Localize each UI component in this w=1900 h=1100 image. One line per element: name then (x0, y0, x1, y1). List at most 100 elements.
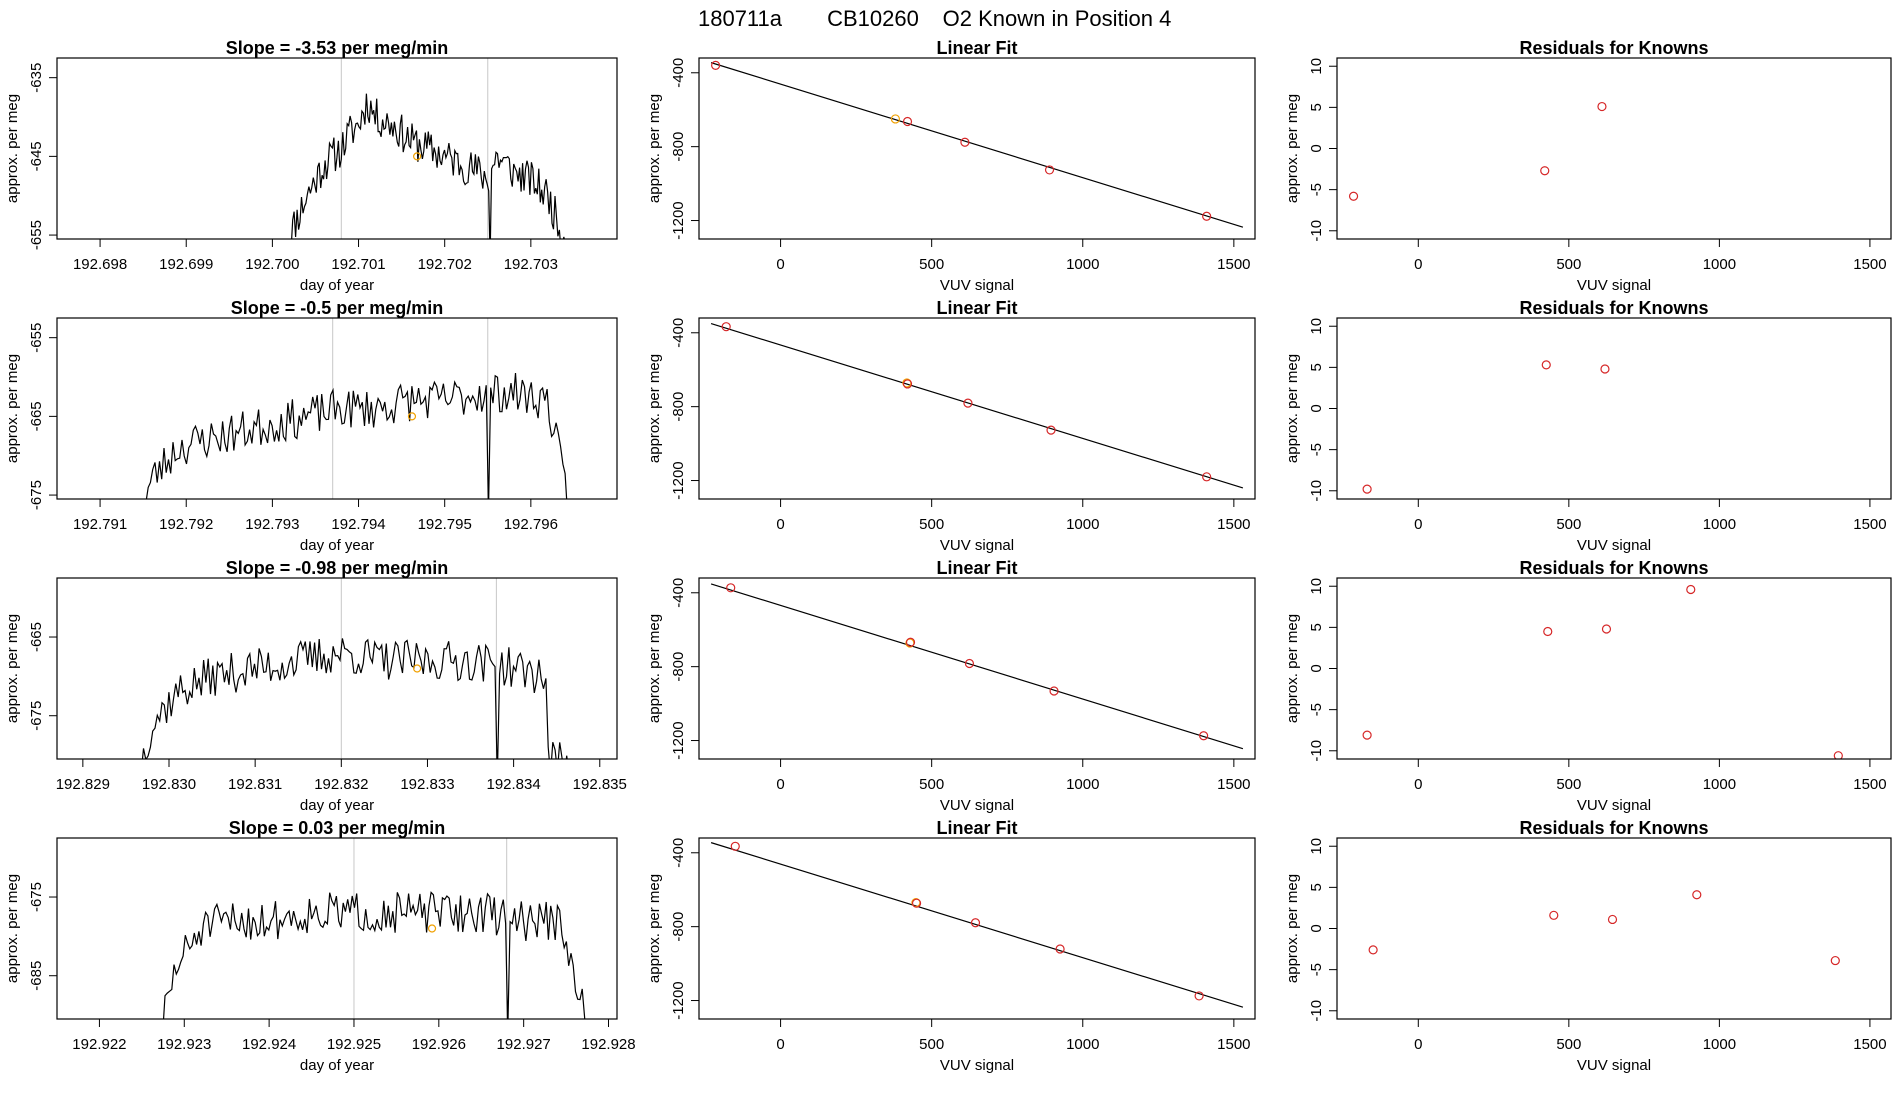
panel-title: Linear Fit (936, 298, 1017, 318)
panel-r2-c0: Slope = -0.98 per meg/min day of year appr… (4, 558, 627, 814)
x-axis-label: VUV signal (940, 797, 1014, 814)
y-tick-label: -1200 (670, 461, 687, 499)
x-axis-label: VUV signal (1577, 537, 1651, 554)
x-tick-label: 192.829 (56, 776, 110, 793)
panel-title: Slope = -0.5 per meg/min (231, 298, 444, 318)
y-tick-label: -5 (1308, 963, 1325, 976)
panel-title: Residuals for Knowns (1519, 38, 1708, 58)
panel-title: Slope = -0.98 per meg/min (226, 558, 449, 578)
data-point (1830, 955, 1840, 966)
y-tick-label: 5 (1308, 103, 1325, 111)
x-tick-label: 500 (919, 776, 944, 793)
data-point (911, 898, 922, 908)
panel-title: Residuals for Knowns (1519, 818, 1708, 838)
plot-area (145, 318, 568, 499)
highlight-point (413, 152, 422, 161)
y-tick-label: -655 (28, 220, 45, 250)
data-point (1543, 626, 1553, 637)
y-tick-label: -10 (1308, 1000, 1325, 1022)
data-point (1368, 945, 1378, 955)
plot-frame (698, 837, 1256, 1020)
panel-title: Slope = -3.53 per meg/min (226, 38, 449, 58)
x-axis-label: VUV signal (1577, 797, 1651, 814)
plot-frame (56, 317, 618, 500)
x-tick-label: 192.793 (245, 516, 299, 533)
plot-area (291, 58, 565, 239)
y-axis-label: approx. per meg (1284, 94, 1301, 203)
x-tick-label: 192.698 (73, 256, 127, 273)
highlight-point (413, 664, 422, 673)
x-axis-label: VUV signal (1577, 1057, 1651, 1074)
y-tick-label: -635 (28, 63, 45, 93)
x-axis-label: VUV signal (940, 537, 1014, 554)
y-tick-label: 0 (1308, 404, 1325, 412)
y-tick-label: -5 (1308, 703, 1325, 716)
x-tick-label: 192.924 (242, 1036, 296, 1053)
data-point (1202, 472, 1212, 482)
data-point (1055, 944, 1065, 954)
y-tick-label: 10 (1308, 318, 1325, 335)
x-tick-label: 0 (1414, 1036, 1422, 1053)
panel-title: Residuals for Knowns (1519, 298, 1708, 318)
panel-title: Slope = 0.03 per meg/min (229, 818, 446, 838)
figure-title-date: 180711a (698, 6, 783, 31)
panel-r0-c0: Slope = -3.53 per meg/min day of year appr… (4, 38, 618, 294)
data-point (970, 918, 981, 928)
data-point (1600, 364, 1610, 374)
highlight-point (890, 114, 901, 124)
x-tick-label: 1000 (1703, 1036, 1736, 1053)
data-point (1597, 101, 1607, 112)
panel-r1-c2: Residuals for Knowns VUV signal approx. pe… (1284, 298, 1892, 554)
signal-trace (162, 891, 586, 1019)
y-tick-label: -800 (670, 392, 687, 422)
figure-title-known: O2 Known in Position 4 (943, 6, 1172, 31)
x-tick-label: 0 (776, 516, 784, 533)
plot-frame (1336, 577, 1892, 760)
x-axis-label: VUV signal (940, 277, 1014, 294)
x-tick-label: 500 (1556, 776, 1581, 793)
y-axis-label: approx. per meg (4, 94, 21, 203)
panel-r1-c1: Linear Fit VUV signal approx. per meg 0 500 1… (646, 298, 1256, 554)
x-tick-label: 192.830 (142, 776, 196, 793)
plot-frame (56, 837, 618, 1020)
y-axis-label: approx. per meg (646, 94, 663, 203)
x-tick-label: 1500 (1853, 1036, 1886, 1053)
data-point (1199, 731, 1209, 741)
y-axis-label: approx. per meg (646, 614, 663, 723)
plot-frame (56, 57, 618, 240)
data-point (730, 841, 740, 851)
figure-title: 180711a CB10260 O2 Known in Position 4 (698, 6, 1171, 31)
y-tick-label: -10 (1308, 480, 1325, 502)
plot-area (710, 583, 1244, 750)
x-tick-label: 500 (1556, 516, 1581, 533)
y-tick-label: -10 (1308, 740, 1325, 762)
plot-area (710, 60, 1244, 228)
x-tick-label: 192.923 (157, 1036, 211, 1053)
x-axis-label: VUV signal (940, 1057, 1014, 1074)
y-tick-label: 0 (1308, 144, 1325, 152)
data-point (1194, 991, 1204, 1001)
fit-line (710, 322, 1244, 489)
plot-frame (1336, 317, 1892, 500)
x-tick-label: 192.926 (412, 1036, 466, 1053)
x-axis-label: VUV signal (1577, 277, 1651, 294)
y-tick-label: 0 (1308, 664, 1325, 672)
data-point (721, 322, 731, 332)
plot-area (141, 578, 568, 759)
y-tick-label: 5 (1308, 623, 1325, 631)
x-tick-label: 192.831 (228, 776, 282, 793)
x-axis-label: day of year (300, 537, 374, 554)
x-tick-label: 0 (776, 1036, 784, 1053)
y-tick-label: 10 (1308, 838, 1325, 855)
y-tick-label: -5 (1308, 443, 1325, 456)
y-tick-label: -665 (28, 622, 45, 652)
panel-r3-c2: Residuals for Knowns VUV signal approx. pe… (1284, 818, 1892, 1074)
x-tick-label: 1500 (1217, 1036, 1250, 1053)
signal-trace (291, 93, 565, 239)
fit-line (710, 62, 1244, 228)
y-tick-label: -800 (670, 652, 687, 682)
y-axis-label: approx. per meg (646, 874, 663, 983)
y-tick-label: -655 (28, 323, 45, 353)
panel-title: Linear Fit (936, 818, 1017, 838)
y-tick-label: 5 (1308, 363, 1325, 371)
